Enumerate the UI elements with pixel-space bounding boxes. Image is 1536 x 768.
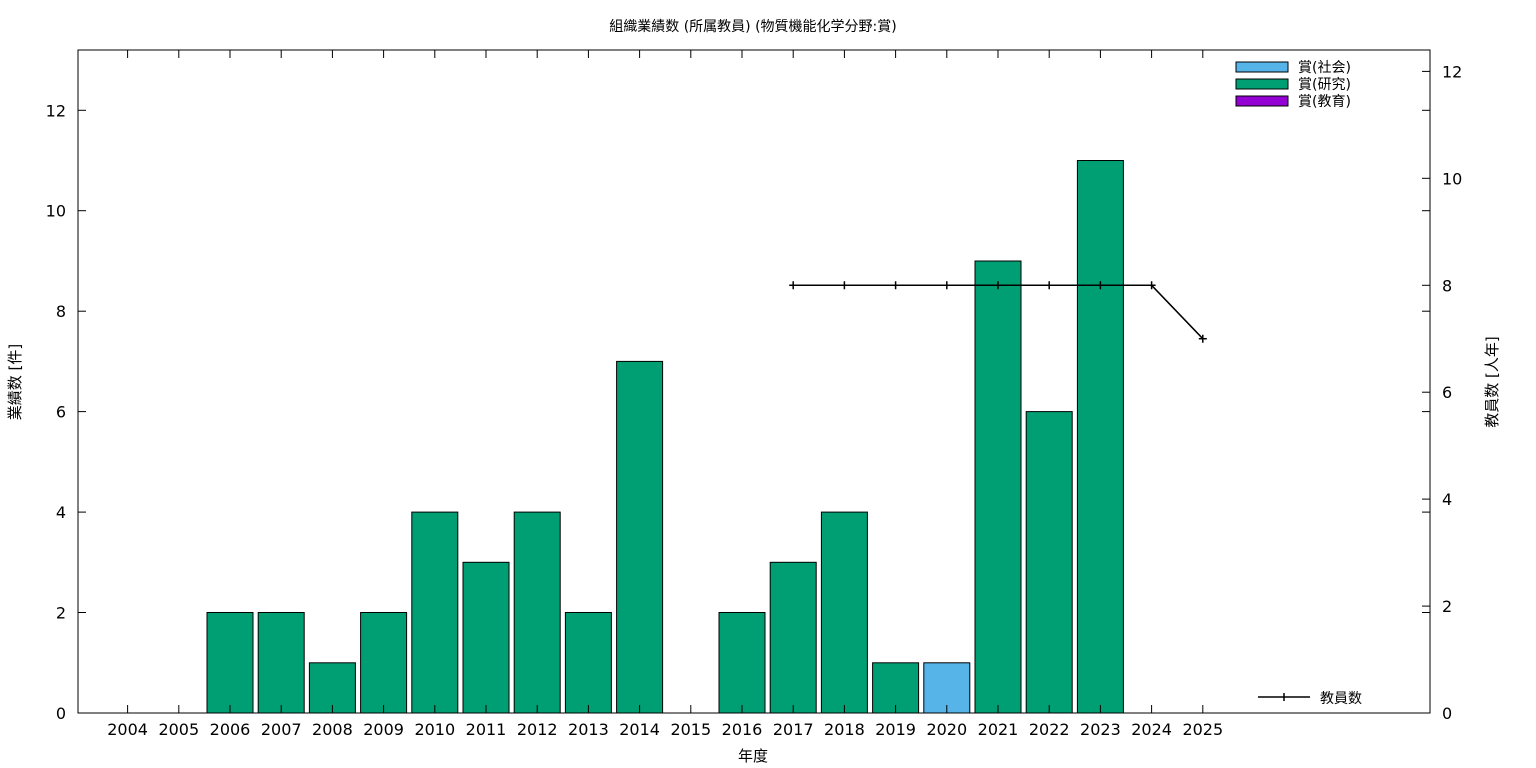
y2-tick-label-12: 12	[1442, 62, 1462, 81]
teacher-count-point-2024	[1147, 281, 1156, 290]
y2-axis-label: 教員数 [人年]	[1483, 336, 1501, 427]
legend-label-2: 賞(教育)	[1298, 94, 1351, 110]
legend-line-label: 教員数	[1320, 691, 1362, 707]
legend: 賞(社会)賞(研究)賞(教育) 教員数	[1235, 60, 1362, 707]
y2-tick-label-0: 0	[1442, 704, 1452, 723]
bar-2010-series-1	[411, 511, 459, 714]
plot-frame	[77, 49, 1431, 714]
legend-label-1: 賞(研究)	[1298, 77, 1351, 93]
y2-tick-label-10: 10	[1442, 169, 1462, 188]
teacher-count-point-2017	[789, 281, 798, 290]
x-tick-label-2024: 2024	[1131, 720, 1172, 739]
x-tick-label-2016: 2016	[722, 720, 763, 739]
x-tick-label-2020: 2020	[926, 720, 967, 739]
plot-area: 0 2 4 6 8 10 12 0 2 4 6 8 10 12 2004 2005 2006 2007 2008 20…	[46, 49, 1462, 739]
y2-tick-label-2: 2	[1442, 597, 1452, 616]
x-tick-label-2012: 2012	[517, 720, 558, 739]
bar-2006-series-1	[206, 612, 254, 714]
y2-tick-label-8: 8	[1442, 276, 1452, 295]
y-tick-label-10: 10	[46, 202, 66, 221]
x-tick-label-2015: 2015	[670, 720, 711, 739]
x-tick-label-2008: 2008	[312, 720, 353, 739]
teacher-count-point-2019	[891, 281, 900, 290]
x-tick-label-2021: 2021	[978, 720, 1019, 739]
bar-2016-series-1	[718, 612, 766, 714]
bar-2019-series-1	[872, 662, 920, 714]
x-tick-label-2013: 2013	[568, 720, 609, 739]
x-tick-label-2023: 2023	[1080, 720, 1121, 739]
x-tick-label-2009: 2009	[363, 720, 404, 739]
legend-swatch-0	[1235, 61, 1289, 73]
chart-title: 組織業績数 (所属教員) (物質機能化学分野:賞)	[609, 19, 896, 35]
bar-2017-series-1	[769, 561, 817, 714]
teacher-count-point-2021	[994, 281, 1002, 290]
bar-2011-series-1	[462, 561, 510, 714]
bar-2023-series-1	[1076, 160, 1124, 714]
bar-2022-series-1	[1025, 411, 1073, 714]
bar-2008-series-1	[308, 662, 356, 714]
x-tick-label-2010: 2010	[414, 720, 455, 739]
x-axis-label: 年度	[738, 747, 768, 765]
teacher-count-point-2023	[1096, 281, 1105, 290]
y-tick-label-2: 2	[56, 604, 66, 623]
bar-2020-series-0	[923, 662, 971, 714]
bar-2021-series-1	[974, 260, 1022, 714]
x-tick-label-2019: 2019	[875, 720, 916, 739]
legend-swatch-2	[1235, 95, 1289, 107]
bar-2014-series-1	[616, 360, 664, 714]
y-tick-label-8: 8	[56, 302, 66, 321]
y2-tick-label-6: 6	[1442, 383, 1452, 402]
bar-2013-series-1	[564, 612, 612, 714]
x-tick-label-2011: 2011	[466, 720, 507, 739]
legend-label-0: 賞(社会)	[1298, 60, 1351, 76]
bar-2018-series-1	[820, 511, 868, 714]
x-tick-label-2018: 2018	[824, 720, 865, 739]
teacher-count-point-2020	[942, 281, 951, 290]
bar-2012-series-1	[513, 511, 561, 714]
y-tick-label-6: 6	[56, 403, 66, 422]
teacher-count-point-2022	[1045, 281, 1054, 290]
x-tick-label-2014: 2014	[619, 720, 660, 739]
x-tick-label-2006: 2006	[210, 720, 251, 739]
x-tick-label-2022: 2022	[1029, 720, 1070, 739]
x-tick-label-2005: 2005	[158, 720, 199, 739]
bar-2009-series-1	[360, 612, 408, 714]
y-axis-label: 業績数 [件]	[6, 344, 24, 420]
x-tick-label-2025: 2025	[1182, 720, 1223, 739]
y-tick-label-12: 12	[46, 101, 66, 120]
y2-tick-label-4: 4	[1442, 490, 1452, 509]
legend-swatch-1	[1235, 78, 1289, 90]
x-tick-label-2007: 2007	[261, 720, 302, 739]
x-tick-label-2017: 2017	[773, 720, 814, 739]
y-tick-label-4: 4	[56, 503, 66, 522]
y-tick-label-0: 0	[56, 704, 66, 723]
teacher-count-point-2018	[840, 281, 849, 290]
teacher-count-point-2025	[1198, 334, 1207, 343]
bar-2007-series-1	[257, 612, 305, 714]
x-tick-label-2004: 2004	[107, 720, 148, 739]
